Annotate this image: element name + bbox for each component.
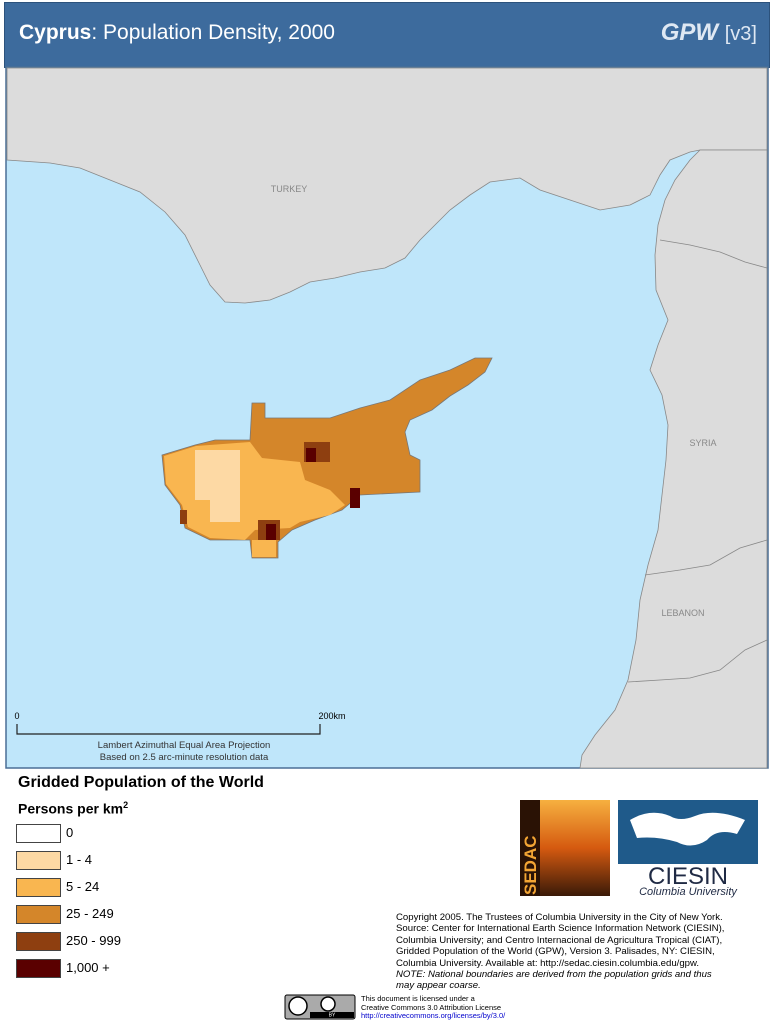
- legend-swatch: [16, 878, 61, 897]
- country-label: LEBANON: [661, 608, 704, 618]
- sea: [5, 66, 769, 769]
- cc-icon: [288, 996, 308, 1016]
- legend-swatch: [16, 824, 61, 843]
- legend-label: 250 - 999: [66, 933, 121, 948]
- cyprus: [161, 357, 493, 559]
- country: Cyprus: [19, 21, 92, 44]
- credits: Copyright 2005. The Trustees of Columbia…: [396, 912, 724, 992]
- border: [659, 239, 768, 269]
- legend-title: Gridded Population of the World: [18, 774, 264, 791]
- cc-badge: [284, 994, 356, 1020]
- legend-label: 25 - 249: [66, 906, 114, 921]
- legend-label: 1,000 +: [66, 960, 110, 975]
- title-text: Population Density, 2000: [103, 21, 335, 44]
- legend-swatch: [16, 959, 61, 978]
- cyprus-low: [164, 442, 345, 540]
- brand: GPW [v3]: [661, 19, 757, 47]
- credit-line: Columbia University; and Centro Internac…: [396, 934, 723, 946]
- license-line: Creative Commons 3.0 Attribution License: [361, 1002, 502, 1012]
- sedac-band: [520, 800, 540, 896]
- version: [v3]: [724, 23, 757, 45]
- by-icon: [320, 996, 336, 1012]
- credit-line: Copyright 2005. The Trustees of Columbia…: [396, 912, 723, 923]
- legend-label: 0: [66, 825, 74, 840]
- cyprus-vlow: [195, 450, 240, 500]
- legend-swatch: [16, 932, 61, 951]
- ciesin-text: CIESIN: [648, 863, 728, 890]
- cyprus-vlow: [210, 500, 240, 522]
- unit-power: 2: [123, 800, 129, 810]
- scale-bar: [16, 724, 321, 735]
- country-label: SYRIA: [689, 438, 716, 448]
- brand-name: GPW: [660, 19, 719, 46]
- sedac-logo: [520, 800, 610, 896]
- license: This document is licensed under a Creati…: [361, 994, 506, 1021]
- ciesin-world: [630, 812, 745, 846]
- syria-lebanon: [579, 149, 768, 769]
- cyprus-high: [304, 442, 330, 462]
- license-url[interactable]: http://creativecommons.org/licenses/by/3…: [361, 1011, 506, 1021]
- ciesin-sub: Columbia University: [639, 886, 738, 898]
- country-label: TURKEY: [271, 184, 308, 194]
- cyprus-max: [350, 488, 360, 508]
- separator: :: [91, 21, 98, 44]
- scale-end: 200km: [318, 711, 345, 721]
- legend-unit: Persons per km2: [18, 800, 128, 817]
- sedac-text: SEDAC: [521, 835, 540, 895]
- cyprus-high: [258, 520, 280, 540]
- border: [644, 539, 768, 576]
- legend-swatch: [16, 851, 61, 870]
- projection: Lambert Azimuthal Equal Area Projection: [98, 740, 271, 751]
- title: Cyprus: Population Density, 2000: [19, 21, 335, 45]
- note-line: NOTE: National boundaries are derived fr…: [396, 969, 712, 981]
- cyprus-max: [266, 524, 276, 540]
- projection: Based on 2.5 arc-minute resolution data: [100, 752, 269, 763]
- legend-label: 5 - 24: [66, 879, 100, 894]
- scale-start: 0: [14, 711, 19, 721]
- legend-swatch: [16, 905, 61, 924]
- credit-line: Gridded Population of the World (GPW), V…: [396, 946, 715, 958]
- cyprus-max: [306, 448, 316, 462]
- cyprus-low: [252, 540, 276, 557]
- legend-label: 1 - 4: [66, 852, 93, 867]
- border: [627, 639, 768, 683]
- ciesin-logo: [618, 800, 758, 864]
- note-line: may appear coarse.: [396, 980, 481, 992]
- header: Cyprus: Population Density, 2000 GPW [v3…: [4, 2, 770, 68]
- credit-line: Columbia University. Available at: http:…: [396, 957, 700, 969]
- by-text: BY: [329, 1013, 336, 1019]
- unit: Persons per km: [18, 800, 124, 817]
- credit-line: Source: Center for International Earth S…: [396, 923, 725, 935]
- turkey: [6, 67, 768, 304]
- cyprus-high: [180, 510, 187, 524]
- by-band: [310, 1012, 354, 1018]
- license-line: This document is licensed under a: [361, 994, 475, 1003]
